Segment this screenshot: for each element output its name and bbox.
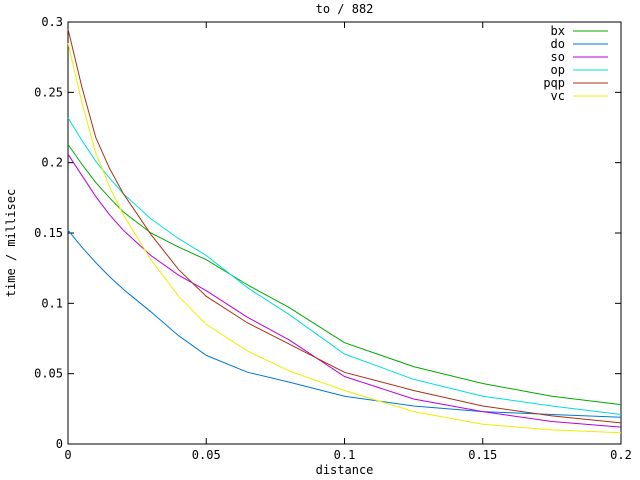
series-line-bx [67, 144, 622, 406]
x-tick-label: 0.1 [334, 448, 356, 462]
series-line-vc [67, 42, 622, 434]
series-line-so [67, 153, 622, 428]
chart-title: to / 882 [315, 2, 374, 16]
legend-label-op: op [551, 63, 565, 77]
x-tick-label: 0.05 [192, 448, 221, 462]
legend-label-so: so [551, 50, 565, 64]
y-tick-label: 0.3 [41, 15, 63, 29]
y-tick-label: 0.25 [34, 85, 63, 99]
series-line-pqp [67, 28, 622, 424]
x-tick-label: 0.15 [468, 448, 497, 462]
legend-label-vc: vc [551, 89, 565, 103]
y-tick-label: 0 [56, 437, 63, 451]
y-tick-label: 0.05 [34, 367, 63, 381]
y-tick-label: 0.15 [34, 226, 63, 240]
x-tick-label: 0.2 [610, 448, 632, 462]
y-tick-label: 0.2 [41, 156, 63, 170]
x-tick-label: 0 [64, 448, 71, 462]
legend-label-bx: bx [551, 24, 565, 38]
x-axis-label: distance [315, 463, 374, 477]
y-tick-label: 0.1 [41, 296, 63, 310]
series-line-do [67, 229, 622, 418]
legend-label-do: do [551, 37, 565, 51]
legend-label-pqp: pqp [543, 76, 565, 90]
series-line-op [67, 117, 622, 415]
